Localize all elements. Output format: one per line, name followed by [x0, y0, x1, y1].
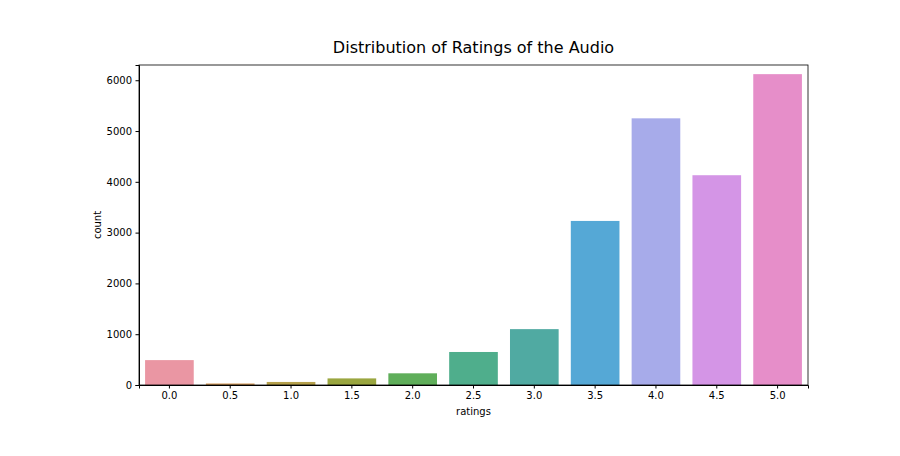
y-tick-mark: [136, 182, 140, 183]
bar: [267, 382, 316, 385]
y-tick-label: 4000: [107, 177, 132, 188]
y-tick-label: 0: [126, 380, 132, 391]
y-tick: 0: [126, 380, 139, 391]
x-tick-mark: [534, 385, 535, 389]
x-tick-label: 2.5: [466, 390, 482, 401]
x-axis: 0.0 0.5 1.0 1.5 2.0 2.5 3.0 3.5 4.0 4.5 5.0: [140, 385, 809, 401]
x-tick-mark: [351, 385, 352, 389]
bar: [753, 74, 802, 385]
x-tick-label: 5.0: [770, 390, 786, 401]
x-tick-label: 1.0: [283, 390, 299, 401]
y-tick-mark: [136, 233, 140, 234]
x-tick-mark: [291, 385, 292, 389]
bar: [449, 352, 498, 385]
x-tick-label: 4.0: [648, 390, 664, 401]
plot-frame: [139, 65, 808, 385]
y-axis-title: count: [92, 211, 103, 239]
bar: [692, 175, 741, 385]
x-tick-label: 2.0: [405, 390, 421, 401]
y-tick: 2000: [107, 278, 139, 289]
x-tick-mark: [716, 385, 717, 389]
x-tick-mark: [230, 385, 231, 389]
y-tick-mark: [136, 131, 140, 132]
x-tick-label: 3.0: [526, 390, 542, 401]
y-tick-label: 1000: [107, 329, 132, 340]
x-tick: 2.5: [466, 385, 482, 401]
y-tick: 4000: [107, 177, 139, 188]
y-tick: 5000: [107, 126, 139, 137]
x-tick: 3.5: [587, 385, 603, 401]
x-tick: 5.0: [770, 385, 786, 401]
x-tick-label: 0.5: [222, 390, 238, 401]
x-tick: 4.0: [648, 385, 664, 401]
x-tick: 4.5: [709, 385, 725, 401]
y-tick: 3000: [107, 227, 139, 238]
chart-svg: 0.0 0.5 1.0 1.5 2.0 2.5 3.0 3.5 4.0 4.5 5.0 0 1000 20…: [0, 0, 900, 456]
x-tick: 2.0: [405, 385, 421, 401]
x-tick-mark: [473, 385, 474, 389]
y-tick-mark: [136, 334, 140, 335]
bar: [328, 378, 377, 385]
x-tick: 3.0: [526, 385, 542, 401]
x-tick-label: 4.5: [709, 390, 725, 401]
bar: [145, 360, 194, 385]
bar: [388, 373, 437, 385]
x-tick-mark: [595, 385, 596, 389]
y-tick-mark: [136, 80, 140, 81]
y-axis: 0 1000 2000 3000 4000 5000 6000: [107, 66, 140, 391]
y-tick: 6000: [107, 75, 139, 86]
x-tick-label: 3.5: [587, 390, 603, 401]
x-axis-line: [140, 386, 809, 389]
y-tick-label: 2000: [107, 278, 132, 289]
x-axis-title: ratings: [456, 406, 491, 417]
chart-title: Distribution of Ratings of the Audio: [333, 38, 614, 57]
y-tick-label: 6000: [107, 75, 132, 86]
x-tick: 1.0: [283, 385, 299, 401]
x-tick-mark: [169, 385, 170, 389]
bar: [571, 221, 620, 385]
y-tick: 1000: [107, 329, 139, 340]
x-tick: 1.5: [344, 385, 360, 401]
y-tick-label: 5000: [107, 126, 132, 137]
y-axis-line: [136, 66, 140, 386]
x-tick: 0.5: [222, 385, 238, 401]
bar: [510, 329, 559, 385]
y-tick-label: 3000: [107, 227, 132, 238]
x-tick-mark: [655, 385, 656, 389]
chart-container: 0.0 0.5 1.0 1.5 2.0 2.5 3.0 3.5 4.0 4.5 5.0 0 1000 20…: [0, 0, 900, 456]
y-tick-mark: [136, 283, 140, 284]
x-tick: 0.0: [161, 385, 177, 401]
x-tick-label: 0.0: [161, 390, 177, 401]
bars: [145, 74, 802, 385]
x-tick-mark: [777, 385, 778, 389]
plot-area: 0.0 0.5 1.0 1.5 2.0 2.5 3.0 3.5 4.0 4.5 5.0 0 1000 20…: [107, 65, 809, 401]
y-tick-mark: [136, 385, 140, 386]
x-tick-mark: [412, 385, 413, 389]
bar: [632, 118, 681, 385]
x-tick-label: 1.5: [344, 390, 360, 401]
